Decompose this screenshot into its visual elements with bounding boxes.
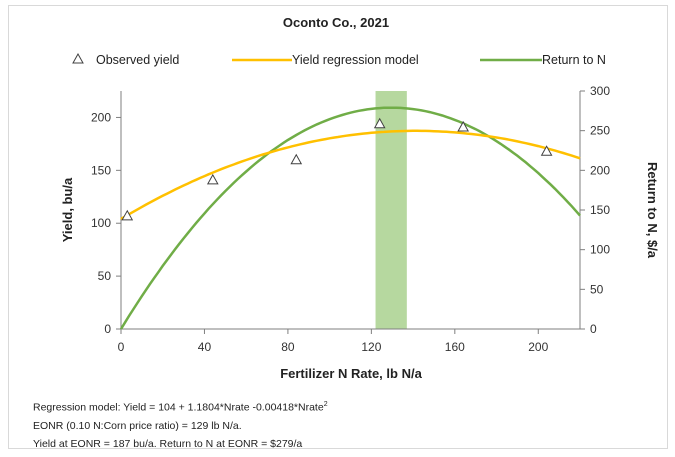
y2-tick-label: 0 — [590, 322, 597, 336]
x-tick-label: 80 — [281, 340, 295, 354]
note-regression-text: Regression model: Yield = 104 + 1.1804*N… — [33, 401, 324, 414]
observed-yield-point — [457, 120, 470, 132]
observed-yield-point — [540, 145, 553, 156]
note-regression-sup: 2 — [323, 401, 328, 408]
observed-yield-point — [290, 153, 303, 165]
x-tick-label: 160 — [445, 340, 465, 354]
chart-frame — [8, 5, 668, 449]
observed-yield-point — [206, 173, 219, 185]
y2-tick-label: 200 — [590, 163, 610, 177]
x-axis-title: Fertilizer N Rate, lb N/a — [280, 366, 422, 381]
y-tick-label: 100 — [91, 216, 111, 230]
y2-tick-label: 100 — [590, 243, 610, 257]
chart-title: Oconto Co., 2021 — [283, 15, 389, 30]
observed-yield-point — [121, 209, 134, 221]
yield-model-line — [120, 129, 581, 221]
y2-tick-label: 50 — [590, 282, 604, 296]
note-eonr: EONR (0.10 N:Corn price ratio) = 129 lb … — [33, 419, 242, 432]
y2-tick-label: 150 — [590, 203, 610, 217]
y-tick-label: 200 — [91, 110, 111, 124]
x-tick-label: 40 — [198, 340, 212, 354]
y2-tick-label: 300 — [590, 84, 610, 98]
y-tick-label: 150 — [91, 163, 111, 177]
observed-yield-point — [373, 117, 386, 129]
legend-label-observed: Observed yield — [96, 53, 179, 67]
legend-marker-observed — [72, 52, 84, 64]
note-yield-at-eonr: Yield at EONR = 187 bu/a. Return to N at… — [33, 437, 303, 450]
legend-label-yield-model: Yield regression model — [292, 53, 419, 67]
model-notes: Regression model: Yield = 104 + 1.1804*N… — [33, 396, 328, 453]
y2-tick-label: 250 — [590, 124, 610, 138]
x-tick-label: 0 — [118, 340, 125, 354]
legend-label-return-to-n: Return to N — [542, 53, 606, 67]
y-tick-label: 50 — [98, 269, 112, 283]
x-tick-label: 120 — [361, 340, 381, 354]
note-regression: Regression model: Yield = 104 + 1.1804*N… — [33, 396, 328, 417]
y2-axis-title: Return to N, $/a — [645, 162, 660, 259]
y-tick-label: 0 — [104, 322, 111, 336]
y-axis-title: Yield, bu/a — [60, 177, 75, 242]
return-to-n-line — [119, 106, 581, 330]
x-tick-label: 200 — [528, 340, 548, 354]
